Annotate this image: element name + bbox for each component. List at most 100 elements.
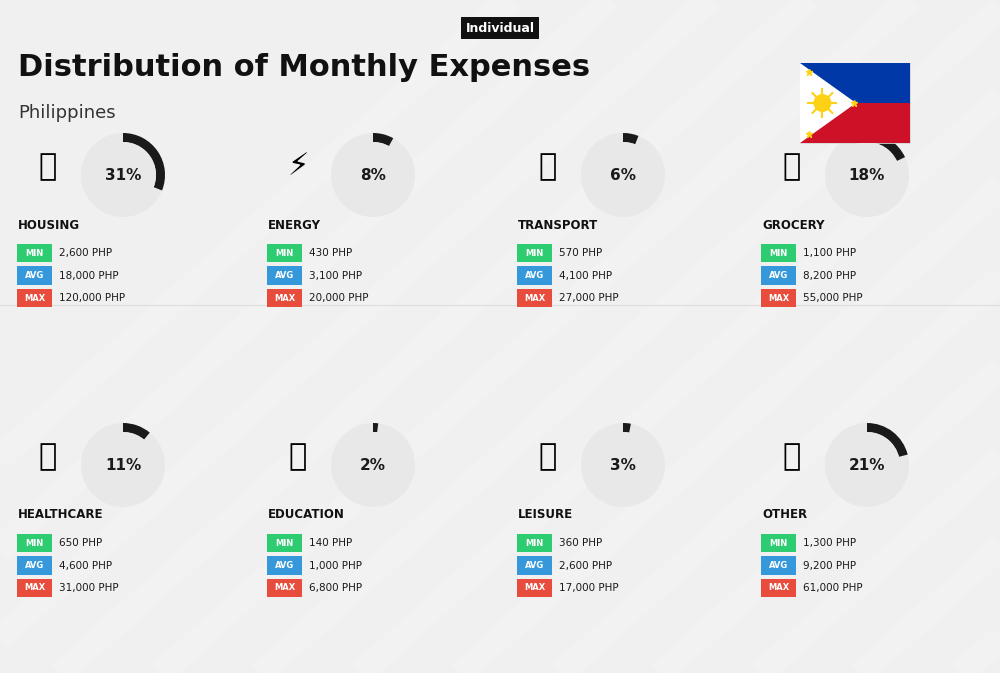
Text: 1,300 PHP: 1,300 PHP xyxy=(803,538,856,548)
Circle shape xyxy=(81,423,165,507)
Text: 360 PHP: 360 PHP xyxy=(559,538,602,548)
Text: 120,000 PHP: 120,000 PHP xyxy=(59,293,125,303)
Circle shape xyxy=(825,133,909,217)
Text: 21%: 21% xyxy=(849,458,885,472)
Text: MIN: MIN xyxy=(25,248,44,258)
Wedge shape xyxy=(123,133,165,190)
Text: LEISURE: LEISURE xyxy=(518,509,573,522)
FancyBboxPatch shape xyxy=(800,63,910,143)
Text: MIN: MIN xyxy=(525,538,544,548)
Text: 🛍️: 🛍️ xyxy=(539,443,557,472)
FancyBboxPatch shape xyxy=(517,534,552,553)
Text: ⚡: ⚡ xyxy=(287,153,309,182)
FancyBboxPatch shape xyxy=(267,579,302,597)
FancyBboxPatch shape xyxy=(761,534,796,553)
Text: 🚌: 🚌 xyxy=(539,153,557,182)
Text: AVG: AVG xyxy=(25,561,44,570)
Circle shape xyxy=(813,94,831,112)
Text: MAX: MAX xyxy=(524,583,545,592)
Circle shape xyxy=(81,133,165,217)
FancyBboxPatch shape xyxy=(517,557,552,575)
Text: 6,800 PHP: 6,800 PHP xyxy=(309,583,362,593)
Circle shape xyxy=(590,432,656,498)
Wedge shape xyxy=(867,423,908,457)
Text: ENERGY: ENERGY xyxy=(268,219,321,232)
Text: 2%: 2% xyxy=(360,458,386,472)
Text: 1,100 PHP: 1,100 PHP xyxy=(803,248,856,258)
Wedge shape xyxy=(623,423,631,433)
FancyBboxPatch shape xyxy=(267,289,302,308)
FancyBboxPatch shape xyxy=(17,579,52,597)
Text: AVG: AVG xyxy=(275,561,294,570)
Text: MAX: MAX xyxy=(24,583,45,592)
FancyBboxPatch shape xyxy=(17,557,52,575)
FancyBboxPatch shape xyxy=(267,267,302,285)
Text: 3,100 PHP: 3,100 PHP xyxy=(309,271,362,281)
Text: MIN: MIN xyxy=(769,538,788,548)
Text: 17,000 PHP: 17,000 PHP xyxy=(559,583,619,593)
Text: 4,600 PHP: 4,600 PHP xyxy=(59,561,112,571)
Text: 18,000 PHP: 18,000 PHP xyxy=(59,271,119,281)
Circle shape xyxy=(834,142,900,208)
Text: 20,000 PHP: 20,000 PHP xyxy=(309,293,369,303)
Text: 61,000 PHP: 61,000 PHP xyxy=(803,583,863,593)
Text: 8%: 8% xyxy=(360,168,386,182)
Text: MAX: MAX xyxy=(24,293,45,302)
Text: AVG: AVG xyxy=(525,561,544,570)
FancyBboxPatch shape xyxy=(17,267,52,285)
Text: 140 PHP: 140 PHP xyxy=(309,538,352,548)
Text: AVG: AVG xyxy=(275,271,294,280)
Text: 🎓: 🎓 xyxy=(289,443,307,472)
FancyBboxPatch shape xyxy=(267,534,302,553)
Text: MAX: MAX xyxy=(274,293,295,302)
FancyBboxPatch shape xyxy=(517,267,552,285)
Text: 2,600 PHP: 2,600 PHP xyxy=(59,248,112,258)
FancyBboxPatch shape xyxy=(17,289,52,308)
Bar xyxy=(800,103,910,143)
Wedge shape xyxy=(867,133,905,161)
Circle shape xyxy=(825,423,909,507)
FancyBboxPatch shape xyxy=(517,579,552,597)
Text: 9,200 PHP: 9,200 PHP xyxy=(803,561,856,571)
Text: 18%: 18% xyxy=(849,168,885,182)
Text: TRANSPORT: TRANSPORT xyxy=(518,219,598,232)
Wedge shape xyxy=(123,423,150,439)
Text: 4,100 PHP: 4,100 PHP xyxy=(559,271,612,281)
Text: MIN: MIN xyxy=(525,248,544,258)
FancyBboxPatch shape xyxy=(761,289,796,308)
Text: MIN: MIN xyxy=(275,538,294,548)
Circle shape xyxy=(331,133,415,217)
Text: EDUCATION: EDUCATION xyxy=(268,509,345,522)
Text: GROCERY: GROCERY xyxy=(762,219,824,232)
Text: AVG: AVG xyxy=(25,271,44,280)
Text: 🏥: 🏥 xyxy=(39,443,57,472)
Text: 1,000 PHP: 1,000 PHP xyxy=(309,561,362,571)
Text: HEALTHCARE: HEALTHCARE xyxy=(18,509,104,522)
Text: MIN: MIN xyxy=(275,248,294,258)
Text: 430 PHP: 430 PHP xyxy=(309,248,352,258)
Circle shape xyxy=(834,432,900,498)
Circle shape xyxy=(581,133,665,217)
Text: 3%: 3% xyxy=(610,458,636,472)
Circle shape xyxy=(90,432,156,498)
Text: MAX: MAX xyxy=(524,293,545,302)
FancyBboxPatch shape xyxy=(267,557,302,575)
Text: 11%: 11% xyxy=(105,458,141,472)
Circle shape xyxy=(581,423,665,507)
FancyBboxPatch shape xyxy=(761,579,796,597)
FancyBboxPatch shape xyxy=(17,534,52,553)
Text: Distribution of Monthly Expenses: Distribution of Monthly Expenses xyxy=(18,53,590,83)
FancyBboxPatch shape xyxy=(17,244,52,262)
Text: AVG: AVG xyxy=(525,271,544,280)
Text: OTHER: OTHER xyxy=(762,509,807,522)
Wedge shape xyxy=(623,133,638,144)
Circle shape xyxy=(340,142,406,208)
FancyBboxPatch shape xyxy=(761,557,796,575)
Text: AVG: AVG xyxy=(769,271,788,280)
Text: MAX: MAX xyxy=(274,583,295,592)
Text: HOUSING: HOUSING xyxy=(18,219,80,232)
Text: 🏢: 🏢 xyxy=(39,153,57,182)
Text: Philippines: Philippines xyxy=(18,104,116,122)
Text: 2,600 PHP: 2,600 PHP xyxy=(559,561,612,571)
Text: 55,000 PHP: 55,000 PHP xyxy=(803,293,863,303)
